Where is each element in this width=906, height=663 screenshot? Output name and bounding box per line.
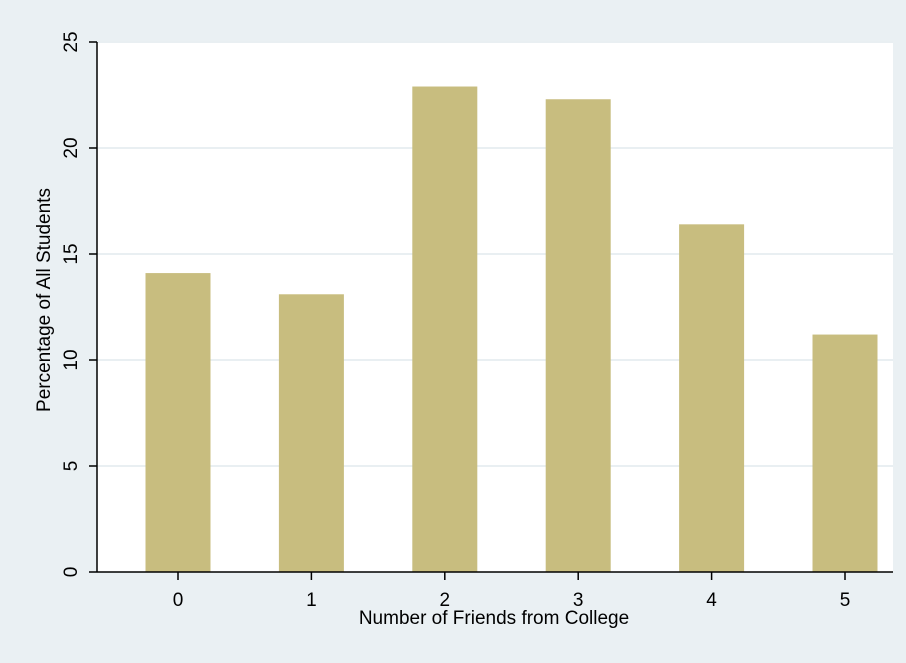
bar-4: [679, 224, 745, 572]
y-tick-label: 25: [61, 31, 82, 52]
x-tick-label: 1: [306, 590, 317, 611]
x-tick-label: 0: [173, 590, 184, 611]
x-axis-title: Number of Friends from College: [359, 608, 629, 629]
gridlines: [97, 41, 893, 467]
bar-5: [812, 334, 878, 572]
x-tick-label: 2: [440, 590, 451, 611]
axes: [89, 41, 893, 580]
x-tick-label: 3: [573, 590, 584, 611]
y-tick-labels: 0 5 10 15 20 25: [61, 31, 82, 577]
y-tick-label: 0: [61, 567, 82, 578]
y-tick-label: 5: [61, 461, 82, 472]
y-tick-label: 20: [61, 137, 82, 158]
x-tick-label: 4: [706, 590, 717, 611]
y-tick-label: 15: [61, 243, 82, 264]
x-tick-label: 5: [840, 590, 851, 611]
plot-area: [97, 42, 893, 572]
bar-1: [278, 294, 344, 572]
bar-0: [145, 273, 211, 572]
x-tick-labels: 0 1 2 3 4 5: [173, 590, 851, 611]
y-tick-label: 10: [61, 349, 82, 370]
bars: [145, 86, 878, 573]
y-axis-title: Percentage of All Students: [34, 188, 55, 412]
bar-3: [545, 99, 611, 573]
bar-2: [412, 86, 478, 573]
